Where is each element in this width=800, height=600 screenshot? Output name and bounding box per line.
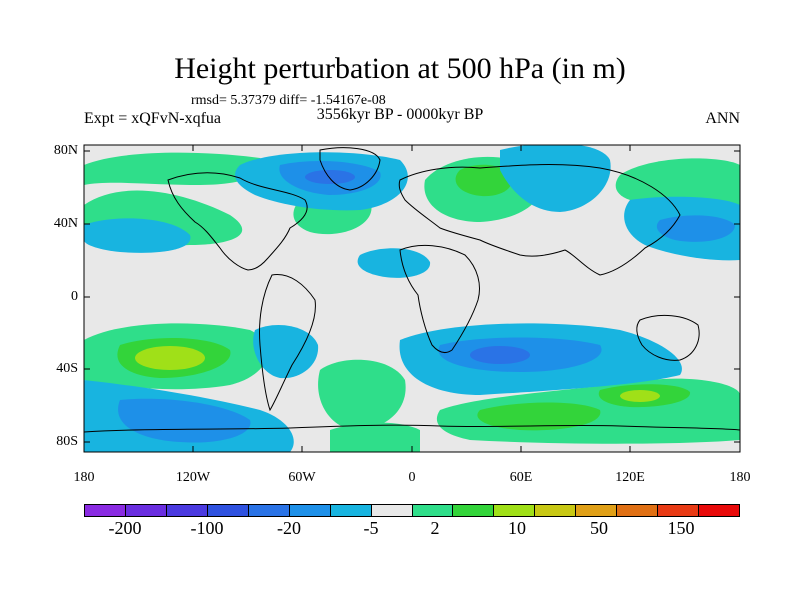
colorbar-label-minus100: -100: [190, 518, 224, 538]
lon-label-120w: 120W: [175, 470, 211, 485]
contour-fields: [84, 145, 740, 452]
positive-region-satlantic: [318, 359, 406, 430]
positive-region-npacific-north: [84, 152, 267, 185]
colorbar-segment-9: [453, 505, 495, 516]
lat-label-40n: 40N: [53, 216, 78, 231]
negative-core-south-pacific: [118, 398, 251, 443]
lat-label-80n: 80N: [53, 143, 78, 158]
season-label: ANN: [705, 110, 740, 127]
lat-label-80s: 80S: [56, 434, 78, 449]
positive-peak-spacific: [135, 346, 205, 370]
lon-label-180-left: 180: [73, 470, 95, 485]
colorbar-segment-4: [248, 505, 290, 516]
coastline-africa: [399, 245, 480, 353]
positive-core-southern-ocean: [477, 402, 601, 431]
coastline-south-america: [259, 274, 316, 412]
negative-peak-south-indian: [470, 346, 530, 364]
coastline-europe-asia: [398, 164, 681, 276]
colorbar-segment-5: [289, 505, 331, 516]
negative-region-subtropical-atlantic: [357, 248, 431, 278]
colorbar-label-10: 10: [508, 518, 526, 538]
colorbar-segment-8: [412, 505, 454, 516]
colorbar-segment-3: [207, 505, 249, 516]
lat-label-40s: 40S: [56, 361, 78, 376]
colorbar-segment-7: [371, 505, 413, 516]
lon-label-0: 0: [408, 470, 416, 485]
colorbar-label-minus20: -20: [277, 518, 301, 538]
colorbar-segment-2: [166, 505, 208, 516]
negative-region-west-satlantic: [253, 325, 319, 379]
colorbar-label-50: 50: [590, 518, 608, 538]
negative-core-west-pacific: [656, 215, 735, 242]
lon-label-120e: 120E: [615, 470, 645, 485]
colorbar-segment-13: [617, 505, 659, 516]
colorbar-segment-1: [125, 505, 167, 516]
axis-ticks: [83, 145, 741, 452]
stats-label: rmsd= 5.37379 diff= -1.54167e-08: [191, 93, 386, 108]
coastline-australia: [636, 314, 700, 361]
coastline-antarctica: [84, 424, 740, 433]
negative-region-siberia: [500, 145, 611, 212]
negative-anomaly-peaks: [305, 170, 530, 364]
lat-label-0: 0: [71, 289, 78, 304]
colorbar-segment-11: [535, 505, 577, 516]
negative-region-npacific: [84, 218, 191, 253]
lon-label-180-right: 180: [729, 470, 751, 485]
colorbar-segment-12: [576, 505, 618, 516]
colorbar-label-150: 150: [667, 518, 695, 538]
plot-title: Height perturbation at 500 hPa (in m): [174, 52, 626, 85]
colorbar-segment-6: [330, 505, 372, 516]
colorbar-segment-0: [85, 505, 126, 516]
colorbar-segment-10: [494, 505, 536, 516]
coastline-greenland: [319, 147, 381, 191]
experiment-label: Expt = xQFvN-xqfua: [84, 110, 222, 127]
positive-core-europe: [455, 164, 512, 197]
colorbar-label-minus200: -200: [108, 518, 142, 538]
colorbar-label-2: 2: [430, 518, 440, 538]
positive-region-antarctic-atlantic: [330, 422, 420, 452]
negative-peak-arctic: [305, 170, 355, 184]
positive-peak-indian: [620, 390, 660, 402]
colorbar-label-minus5: -5: [363, 518, 379, 538]
period-label: 3556kyr BP - 0000kyr BP: [316, 106, 484, 123]
colorbar-segment-14: [658, 505, 700, 516]
coastlines: [84, 147, 740, 433]
lon-label-60e: 60E: [509, 470, 533, 485]
coastline-north-america: [167, 172, 308, 271]
colorbar: [84, 504, 740, 517]
colorbar-segment-15: [699, 505, 739, 516]
lon-label-60w: 60W: [288, 470, 316, 485]
positive-anomaly-peaks: [135, 346, 660, 402]
